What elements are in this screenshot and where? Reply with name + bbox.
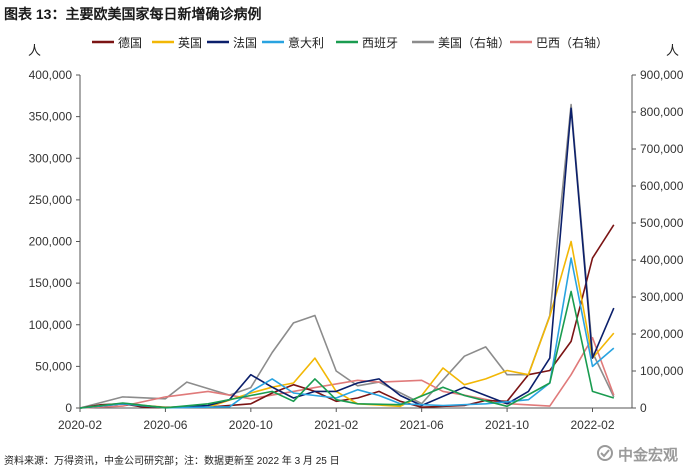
y-right-tick-label: 0 <box>640 401 647 415</box>
source-note: 资料来源：万得资讯，中金公司研究部；注：数据更新至 2022 年 3 月 25 … <box>4 456 340 467</box>
y-right-tick-label: 800,000 <box>640 105 684 119</box>
legend-label: 巴西（右轴） <box>536 35 608 50</box>
legend-label: 英国 <box>178 36 202 50</box>
series-line-1 <box>79 224 615 409</box>
y-right-unit: 人 <box>666 43 679 58</box>
y-right-tick-label: 500,000 <box>640 216 684 230</box>
y-left-tick-label: 200,000 <box>29 235 73 249</box>
axes: 0 50,000 100,000 150,000 200,000 250,000 300,0… <box>28 43 684 432</box>
series-line-4 <box>79 257 615 409</box>
x-tick-label: 2020-10 <box>229 418 273 432</box>
watermark: 中金宏观 <box>618 447 679 464</box>
y-right-tick-label: 900,000 <box>640 68 684 82</box>
x-tick-label: 2022-02 <box>570 418 614 432</box>
y-left-tick-label: 350,000 <box>29 110 73 124</box>
x-tick-label: 2021-02 <box>314 418 358 432</box>
x-tick-label: 2020-02 <box>58 418 102 432</box>
y-left-tick-label: 400,000 <box>29 68 73 82</box>
legend-label: 美国（右轴） <box>438 35 510 50</box>
y-right-tick-label: 700,000 <box>640 142 684 156</box>
legend: 德国 英国 法国 意大利 西班牙 美国（右轴） 巴西（右轴） <box>92 35 608 50</box>
series-line-3 <box>79 107 615 409</box>
y-right-tick-label: 400,000 <box>640 253 684 267</box>
y-left-tick-label: 50,000 <box>35 359 72 373</box>
legend-label: 西班牙 <box>362 36 398 50</box>
logo-icon <box>597 445 613 461</box>
y-right-tick-label: 100,000 <box>640 364 684 378</box>
y-left-tick-label: 300,000 <box>29 151 73 165</box>
x-tick-label: 2021-06 <box>400 418 444 432</box>
x-tick-label: 2021-10 <box>485 418 529 432</box>
legend-label: 德国 <box>118 35 142 50</box>
y-right-tick-label: 200,000 <box>640 327 684 341</box>
y-right-tick-label: 300,000 <box>640 290 684 304</box>
legend-label: 法国 <box>233 36 257 50</box>
series-line-5 <box>79 290 615 409</box>
series-line-7 <box>79 336 615 409</box>
legend-label: 意大利 <box>288 35 324 50</box>
chart-title: 图表 13：主要欧美国家每日新增确诊病例 <box>4 6 262 22</box>
x-tick-label: 2020-06 <box>143 418 187 432</box>
plot-area <box>79 103 615 409</box>
y-left-tick-label: 250,000 <box>29 193 73 207</box>
y-right-tick-label: 600,000 <box>640 179 684 193</box>
y-left-unit: 人 <box>28 43 41 58</box>
y-left-tick-label: 150,000 <box>29 276 73 290</box>
y-left-tick-label: 100,000 <box>29 318 73 332</box>
y-left-tick-label: 0 <box>65 401 72 415</box>
